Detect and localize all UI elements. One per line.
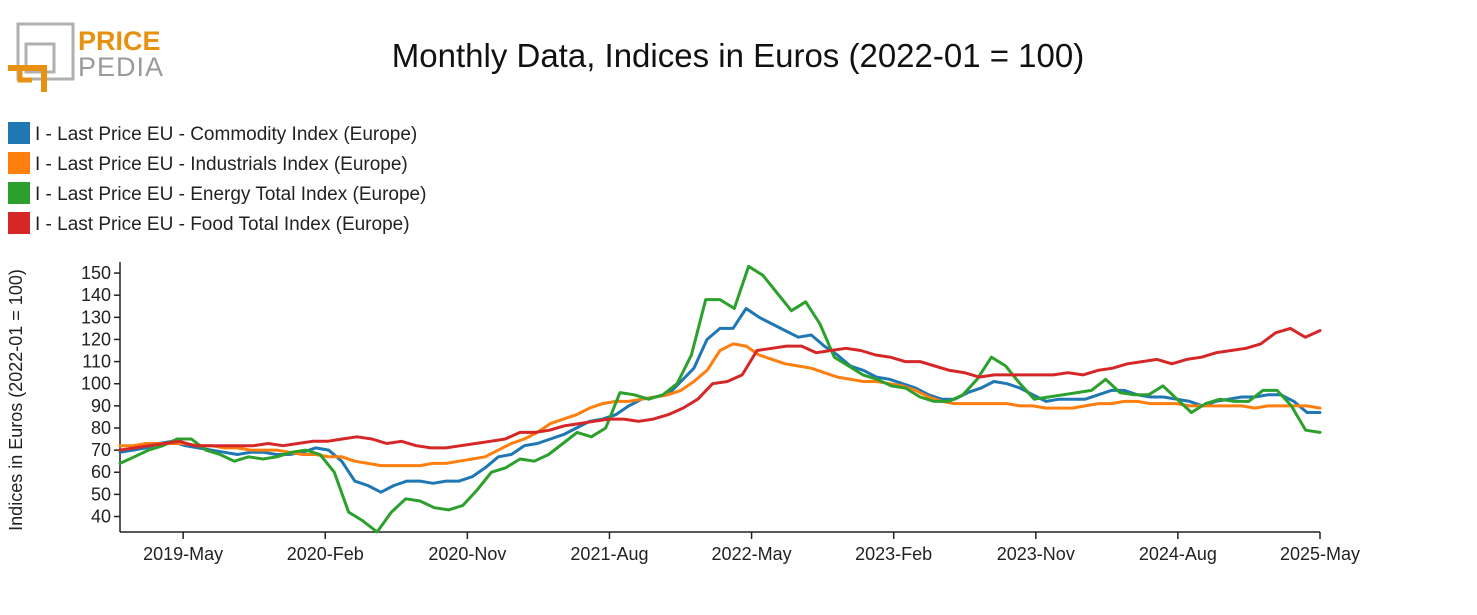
y-tick-label: 110 [82,352,111,372]
legend-label-3: I - Last Price EU - Energy Total Index (… [35,184,426,205]
y-tick-label: 50 [91,484,111,504]
y-tick-label: 70 [91,440,111,460]
x-tick-label: 2024-Aug [1139,544,1217,564]
y-tick-label: 120 [81,329,111,349]
legend-label-1: I - Last Price EU - Commodity Index (Eur… [35,124,417,145]
x-tick-label: 2020-Feb [287,544,364,564]
legend-swatch-2 [8,152,30,174]
y-tick-label: 90 [91,396,111,416]
logo-text-price: PRICE [78,26,161,56]
pricepedia-logo: PRICE PEDIA [8,22,164,92]
series-line-3 [118,264,1322,534]
chart-title: Monthly Data, Indices in Euros (2022-01 … [392,37,1084,74]
x-axis: 2019-May 2020-Feb 2020-Nov 2021-Aug 2022-May… [120,531,1360,564]
y-tick-label: 150 [81,263,111,283]
x-tick-label: 2021-Aug [570,544,648,564]
series-line-1 [118,307,1322,494]
y-tick-label: 60 [91,462,111,482]
y-tick-label: 40 [91,507,111,527]
legend: I - Last Price EU - Commodity Index (Eur… [8,122,426,235]
x-tick-label: 2023-Feb [855,544,932,564]
legend-label-4: I - Last Price EU - Food Total Index (Eu… [35,214,410,235]
y-axis-label: Indices in Euros (2022-01 = 100) [6,269,26,531]
x-tick-label: 2019-May [143,544,223,564]
series-line-4 [118,326,1322,452]
logo-mark [8,22,75,92]
legend-swatch-4 [8,212,30,234]
series-layer [118,264,1322,534]
y-tick-label: 130 [81,307,111,327]
y-tick-label: 80 [91,418,111,438]
logo-text-pedia: PEDIA [78,52,164,82]
legend-swatch-3 [8,182,30,204]
y-tick-label: 140 [81,285,111,305]
legend-label-2: I - Last Price EU - Industrials Index (E… [35,154,408,175]
x-tick-label: 2023-Nov [997,544,1075,564]
x-tick-label: 2020-Nov [428,544,506,564]
x-tick-label: 2025-May [1280,544,1360,564]
legend-swatch-1 [8,122,30,144]
y-tick-label: 100 [81,374,111,394]
x-tick-label: 2022-May [712,544,792,564]
